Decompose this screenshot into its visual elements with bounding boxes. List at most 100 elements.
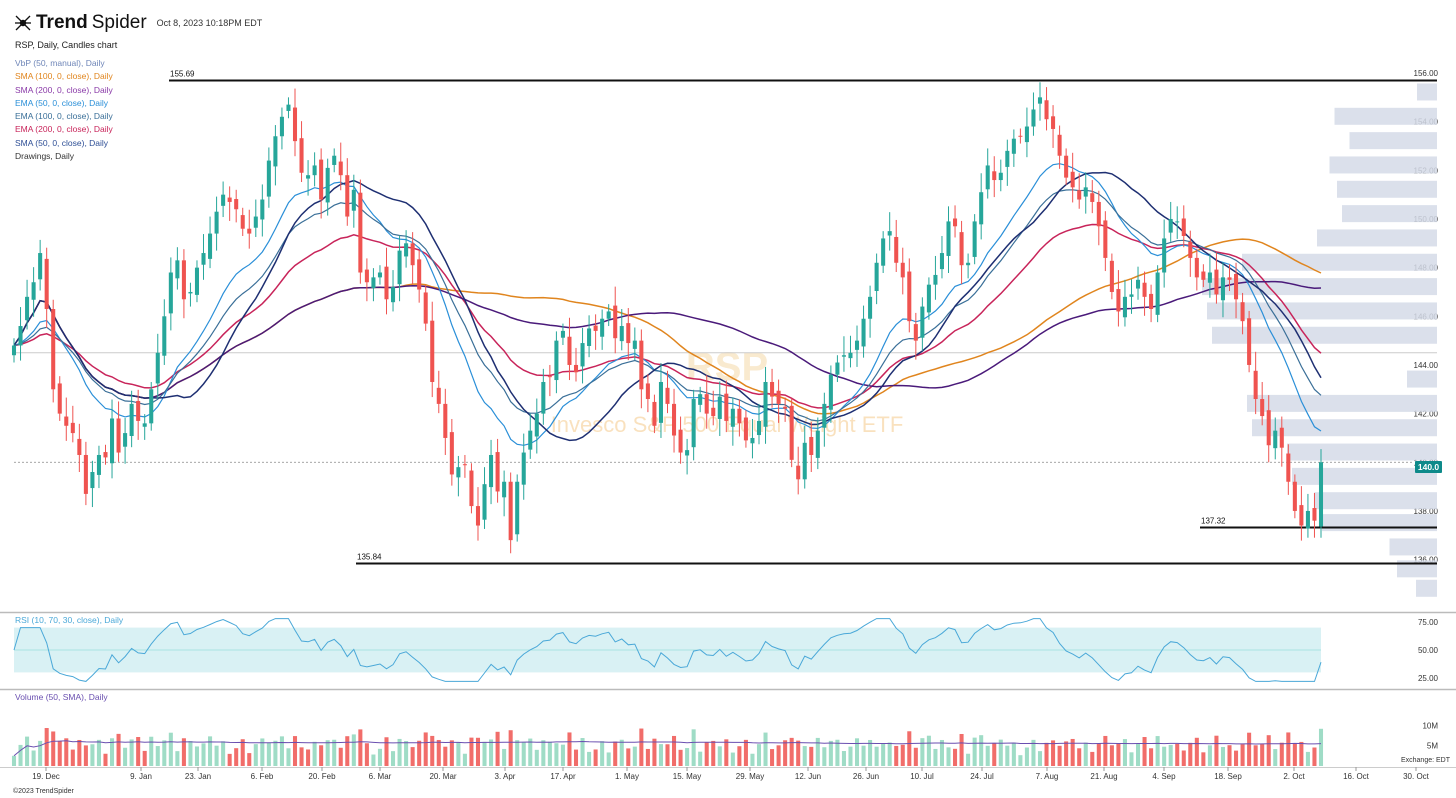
candle-body: [972, 221, 977, 257]
legend-item[interactable]: EMA (50, 0, close), Daily: [15, 97, 109, 108]
candle-body: [560, 330, 565, 338]
volume-bar: [1024, 747, 1029, 766]
candle-body: [253, 216, 258, 228]
candle-body: [1129, 294, 1134, 297]
legend-item[interactable]: EMA (100, 0, close), Daily: [15, 111, 113, 122]
candle-body: [1037, 97, 1043, 104]
candle-body: [221, 194, 226, 206]
candle-body: [1312, 508, 1317, 521]
candle-body: [286, 104, 291, 111]
candle-body: [1299, 505, 1304, 526]
volume-bar: [417, 740, 422, 766]
candle-body: [704, 394, 709, 414]
volume-bar: [306, 749, 311, 766]
volume-bar: [802, 746, 807, 766]
volume-bar: [626, 748, 631, 766]
legend-item[interactable]: EMA (200, 0, close), Daily: [15, 124, 113, 135]
candle-body: [188, 291, 193, 294]
legend-item[interactable]: Drawings, Daily: [15, 151, 75, 162]
volume-bar: [1096, 743, 1101, 766]
volume-bar: [528, 738, 533, 766]
volume-bar: [1051, 740, 1056, 766]
vbp-bar: [1314, 492, 1437, 510]
volume-bar: [423, 732, 428, 766]
symbol-line: RSP, Daily, Candles chart: [15, 40, 118, 50]
volume-bar: [410, 747, 415, 766]
legend-item[interactable]: VbP (50, manual), Daily: [15, 58, 105, 68]
x-tick-label: 6. Feb: [251, 772, 274, 781]
candle-body: [1149, 293, 1154, 310]
candle-body: [423, 292, 428, 324]
volume-bar: [730, 752, 735, 766]
vbp-bar: [1342, 205, 1437, 223]
volume-bar: [861, 745, 866, 766]
candle-body: [1207, 272, 1212, 283]
candle-body: [129, 403, 134, 437]
candle-body: [1096, 201, 1101, 227]
candle-body: [508, 481, 513, 541]
volume-bar: [691, 729, 696, 766]
volume-bar: [920, 738, 925, 766]
volume-bar: [966, 753, 971, 766]
legend-item[interactable]: SMA (100, 0, close), Daily: [15, 71, 113, 82]
candle-body: [658, 381, 663, 423]
candle-body: [181, 260, 186, 300]
volume-bar: [1129, 752, 1134, 766]
volume-bar: [109, 738, 115, 766]
candle-body: [482, 484, 487, 520]
level-label: 135.84: [357, 552, 382, 561]
candle-body: [168, 272, 173, 314]
volume-bar: [822, 747, 827, 766]
rsi-line: [13, 618, 1322, 682]
candle-body: [377, 272, 382, 278]
volume-bar: [181, 738, 186, 766]
volume-bar: [1135, 743, 1141, 766]
volume-tick-label: 10M: [1422, 721, 1438, 730]
volume-bar: [573, 749, 579, 766]
candle-body: [1051, 116, 1056, 129]
candle-body: [854, 340, 860, 350]
candle-body: [44, 258, 49, 310]
candle-body: [449, 432, 454, 475]
volume-bar: [1109, 745, 1114, 766]
volume-bar: [841, 751, 846, 766]
legend-item[interactable]: SMA (200, 0, close), Daily: [15, 84, 113, 95]
candle-body: [1135, 279, 1141, 289]
candle-body: [103, 452, 108, 458]
volume-bar: [227, 753, 232, 766]
volume-bar: [645, 748, 650, 766]
candle-body: [606, 311, 611, 319]
candle-body: [567, 336, 572, 365]
volume-bar: [1181, 750, 1186, 766]
volume-bar: [351, 734, 356, 766]
volume-bar: [717, 746, 722, 766]
candle-body: [266, 160, 271, 197]
candle-body: [587, 328, 592, 346]
candle-body: [1227, 277, 1232, 280]
candle-body: [1234, 273, 1239, 300]
volume-bar: [1011, 742, 1016, 766]
volume-bar: [913, 747, 918, 766]
candle-body: [38, 253, 43, 280]
volume-bar: [639, 728, 644, 766]
rsi-tick-label: 25.00: [1418, 674, 1439, 683]
volume-bar: [881, 743, 886, 766]
candle-body: [397, 250, 402, 285]
volume-bar: [1070, 738, 1075, 766]
volume-bar: [266, 742, 271, 766]
volume-bar: [652, 738, 657, 766]
volume-bar: [31, 750, 36, 766]
candle-body: [711, 407, 716, 417]
candle-body: [626, 323, 631, 344]
volume-bar: [188, 741, 193, 766]
legend-item[interactable]: SMA (50, 0, close), Daily: [15, 137, 109, 148]
volume-bar: [83, 745, 88, 766]
volume-bar: [1194, 737, 1199, 766]
candle-body: [475, 506, 481, 526]
candle-body: [332, 155, 337, 165]
candle-body: [600, 318, 605, 337]
volume-bar: [234, 748, 239, 766]
candle-body: [913, 324, 918, 341]
candle-body: [698, 394, 703, 405]
